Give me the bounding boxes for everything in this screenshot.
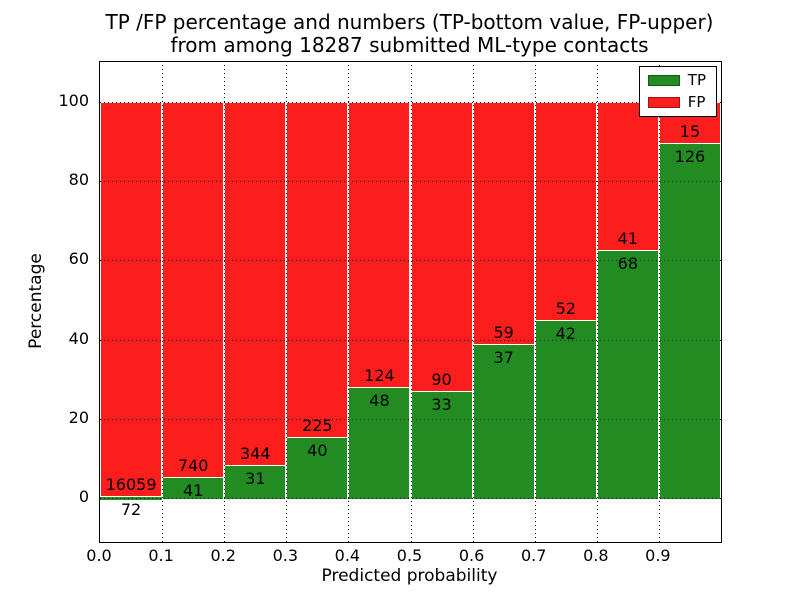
y-tick-label: 40: [68, 328, 89, 348]
plot-area: 16059 72 740 41 344 31 225 40 124 48 90 33 59 37 52 42 4…: [99, 61, 722, 543]
x-tick-label: 0.0: [86, 546, 112, 565]
x-tick-label: 0.8: [583, 546, 609, 565]
tp-count-label: 33: [431, 394, 452, 414]
fp-count-label: 225: [302, 416, 333, 436]
legend-swatch-icon: [647, 75, 680, 86]
x-tick-label: 0.7: [520, 546, 547, 565]
y-tick-label: 20: [68, 408, 89, 428]
legend-swatch-icon: [647, 97, 680, 108]
bars-layer: [100, 62, 721, 542]
legend-label: FP: [687, 93, 706, 111]
fp-count-label: 344: [239, 443, 271, 463]
chart-title-line2: from among 18287 submitted ML-type conta…: [170, 33, 649, 57]
tp-count-label: 40: [307, 441, 328, 461]
tp-count-label: 37: [493, 348, 514, 368]
x-tick-label: 0.3: [272, 546, 299, 565]
x-tick-label: 0.4: [334, 546, 361, 565]
y-tick-label: 60: [68, 249, 89, 269]
tp-bar-segment: [472, 345, 535, 500]
x-tick-label: 0.6: [458, 546, 485, 565]
fp-bar-segment: [100, 101, 163, 497]
chart-title: TP /FP percentage and numbers (TP-bottom…: [99, 11, 720, 57]
x-tick-label: 0.5: [396, 546, 423, 565]
legend-label: TP: [687, 71, 706, 89]
tp-count-label: 126: [674, 146, 706, 166]
tp-count-label: 41: [182, 480, 204, 500]
tp-bar-segment: [534, 321, 597, 500]
tp-bar-segment: [100, 496, 163, 500]
fp-count-label: 124: [364, 365, 395, 385]
tp-bar-segment: [286, 438, 349, 500]
fp-count-label: 740: [177, 455, 209, 475]
x-tick-label: 0.1: [148, 546, 174, 565]
y-tick-label: 100: [58, 90, 89, 110]
x-tick-label: 0.2: [210, 546, 236, 565]
tp-count-label: 72: [120, 499, 142, 519]
fp-bar-segment: [472, 101, 535, 346]
tp-bar-segment: [596, 250, 659, 500]
tp-count-label: 48: [369, 390, 390, 410]
fp-bar-segment: [224, 101, 287, 466]
legend-entry: FP: [647, 93, 706, 111]
fp-count-label: 41: [617, 228, 639, 248]
bar-labels-layer: 16059 72 740 41 344 31 225 40 124 48 90 33 59 37 52 42 4…: [100, 62, 721, 542]
x-tick-label: 0.9: [645, 546, 671, 565]
tp-bar-segment: [658, 143, 721, 500]
y-tick-label: 80: [68, 170, 89, 189]
tp-count-label: 31: [245, 468, 266, 488]
fp-count-label: 52: [555, 299, 576, 319]
tp-count-label: 68: [617, 253, 639, 273]
tp-count-label: 42: [555, 324, 576, 344]
tp-bar-segment: [224, 465, 287, 500]
fp-count-label: 90: [431, 369, 452, 389]
legend-entry: TP: [647, 71, 706, 89]
fp-count-label: 15: [679, 121, 701, 141]
chart-title-line1: TP /FP percentage and numbers (TP-bottom…: [105, 10, 714, 34]
x-axis-label: Predicted probability: [321, 566, 498, 586]
legend: TP FP: [638, 66, 717, 117]
y-tick-label: 0: [78, 487, 89, 507]
fp-bar-segment: [162, 101, 225, 478]
fp-count-label: 59: [493, 323, 514, 343]
fp-count-label: 16059: [105, 474, 157, 494]
